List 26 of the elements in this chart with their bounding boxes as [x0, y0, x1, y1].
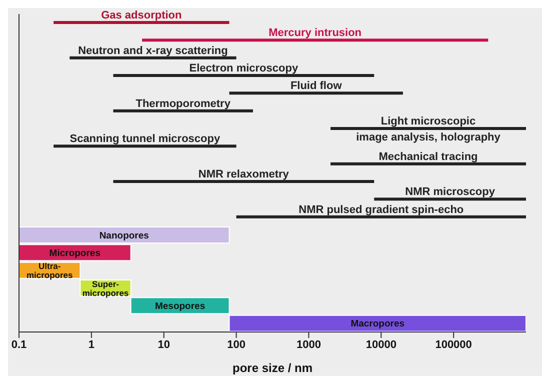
x-tick-label: 10: [158, 338, 170, 351]
y-tick-label: NMR pulsed gradient spin-echo: [298, 204, 464, 216]
y-tick-label: Mesopores: [154, 300, 206, 312]
x-tick-label: 100: [227, 338, 246, 351]
x-tick-label: 10000: [366, 338, 396, 351]
x-axis-title: pore size / nm: [232, 361, 313, 375]
y-tick-label: NMR microscopy: [405, 186, 496, 198]
y-tick-label: Electron microscopy: [189, 62, 299, 74]
y-tick-label: Neutron and x-ray scattering: [78, 44, 228, 57]
y-tick-label: Gas adsorption: [101, 10, 182, 22]
y-tick-label: Ultra-micropores: [26, 261, 74, 280]
y-tick-label: Mechanical tracing: [378, 150, 478, 163]
x-tick-label: 1000: [296, 338, 321, 351]
y-tick-label: Micropores: [49, 248, 101, 259]
y-tick-label: Thermoporometry: [136, 98, 232, 110]
y-tick-label: Nanopores: [99, 230, 149, 242]
y-tick-label: NMR relaxometry: [198, 168, 290, 180]
x-tick-label: 0.1: [11, 338, 27, 351]
y-tick-label: Mercury intrusion: [268, 27, 362, 40]
y-tick-label: Macropores: [350, 318, 405, 330]
x-tick-label: 1: [88, 338, 94, 351]
y-tick-label: Fluid flow: [290, 80, 342, 92]
x-tick-label: 100000: [435, 338, 472, 351]
y-tick-label: Super-micropores: [82, 278, 129, 298]
y-tick-label: Scanning tunnel microscopy: [70, 133, 221, 146]
y-tick-label: Light microscopic image analysis, holography: [356, 116, 502, 144]
